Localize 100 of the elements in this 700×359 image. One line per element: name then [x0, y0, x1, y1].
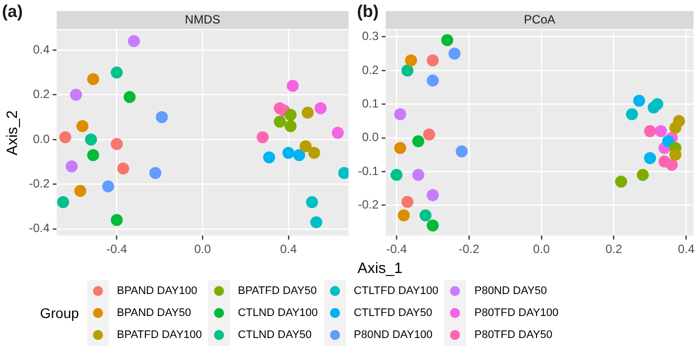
- chart-title: PCoA: [524, 12, 556, 26]
- y-tick-label: 0.2: [32, 87, 50, 102]
- point: [74, 184, 86, 197]
- point: [110, 214, 123, 226]
- point: [256, 131, 269, 144]
- point: [314, 102, 327, 114]
- point: [626, 108, 638, 120]
- point: [102, 180, 114, 192]
- point: [110, 138, 123, 150]
- y-tick-label: 0.2: [362, 62, 379, 77]
- point: [124, 91, 136, 104]
- point: [420, 209, 432, 222]
- x-tick-label: 0.0: [194, 242, 212, 256]
- point: [651, 98, 664, 110]
- point: [644, 152, 656, 164]
- point: [401, 196, 414, 208]
- legend-label: P80TFD DAY100: [474, 307, 559, 319]
- point: [128, 35, 140, 48]
- point: [282, 146, 294, 159]
- point: [456, 145, 468, 158]
- point: [117, 162, 130, 175]
- text: (a): [2, 2, 23, 22]
- y-tick-label: -0.1: [358, 164, 379, 178]
- y-axis-title: Axis_2: [4, 110, 22, 156]
- point: [426, 219, 439, 232]
- point: [662, 135, 674, 148]
- y-tick-label: 0.0: [32, 132, 50, 146]
- point: [156, 111, 168, 124]
- x-tick-label: -0.4: [386, 242, 408, 256]
- point: [644, 125, 656, 138]
- legend-label: P80TFD DAY50: [474, 329, 552, 341]
- point: [423, 128, 436, 140]
- point: [274, 116, 286, 128]
- y-tick-label: -0.2: [28, 176, 50, 191]
- legend-label: CTLND DAY100: [238, 307, 318, 319]
- point: [76, 120, 88, 132]
- point: [310, 216, 322, 228]
- point: [390, 168, 403, 181]
- point: [70, 88, 82, 101]
- point: [412, 135, 424, 148]
- x-tick-label: 0.4: [678, 242, 695, 256]
- y-tick-label: 0.0: [362, 130, 379, 144]
- y-tick-label: -0.4: [28, 221, 50, 236]
- legend-label: P80ND DAY100: [354, 329, 432, 341]
- x-axis-title: Axis_1: [356, 260, 404, 278]
- x-tick-label: -0.2: [458, 242, 480, 256]
- point: [308, 146, 320, 159]
- point: [85, 134, 98, 146]
- y-tick-label: 0.1: [362, 96, 379, 110]
- point: [293, 149, 306, 162]
- point: [448, 48, 460, 60]
- x-tick-label: 0.2: [605, 242, 622, 256]
- x-tick-label: 0.0: [533, 242, 550, 256]
- legend-label: P80ND DAY50: [474, 285, 547, 297]
- y-tick-label: 0.3: [362, 29, 379, 44]
- legend-label: BPAND DAY100: [116, 285, 198, 297]
- point: [633, 94, 646, 107]
- chart-title: NMDS: [184, 12, 220, 26]
- x-tick-label: 0.4: [280, 242, 298, 256]
- point: [59, 131, 72, 144]
- legend-label: CTLTFD DAY50: [354, 307, 432, 319]
- point: [110, 66, 123, 78]
- point: [66, 160, 78, 172]
- point: [300, 140, 312, 152]
- y-tick-label: 0.4: [32, 42, 50, 56]
- legend-label: BPAND DAY50: [116, 307, 192, 319]
- text: (b): [357, 2, 379, 22]
- point: [654, 125, 667, 138]
- point: [57, 196, 70, 208]
- point: [401, 64, 414, 76]
- point: [394, 142, 406, 154]
- point: [87, 149, 100, 162]
- point: [669, 148, 682, 161]
- point: [394, 108, 406, 120]
- legend-label: CTLTFD DAY100: [354, 285, 438, 297]
- point: [306, 196, 318, 208]
- point: [412, 168, 424, 181]
- legend-label: BPATFD DAY100: [116, 329, 202, 341]
- point: [426, 54, 439, 66]
- legend-label: CTLND DAY50: [238, 329, 312, 341]
- point: [405, 54, 418, 66]
- point: [398, 209, 410, 222]
- point: [426, 74, 439, 87]
- point: [441, 34, 454, 46]
- point: [263, 151, 276, 164]
- point: [302, 106, 314, 119]
- point: [286, 80, 299, 92]
- legend-label: BPATFD DAY50: [238, 285, 317, 297]
- point: [284, 120, 297, 132]
- point: [426, 189, 439, 202]
- point: [332, 126, 344, 139]
- point: [284, 108, 297, 121]
- point: [87, 73, 100, 86]
- point: [636, 168, 649, 181]
- legend-title: Group: [40, 305, 79, 321]
- x-tick-label: -0.4: [106, 242, 128, 256]
- point: [666, 158, 678, 171]
- point: [149, 167, 162, 180]
- y-tick-label: -0.2: [358, 198, 379, 212]
- point: [669, 122, 682, 134]
